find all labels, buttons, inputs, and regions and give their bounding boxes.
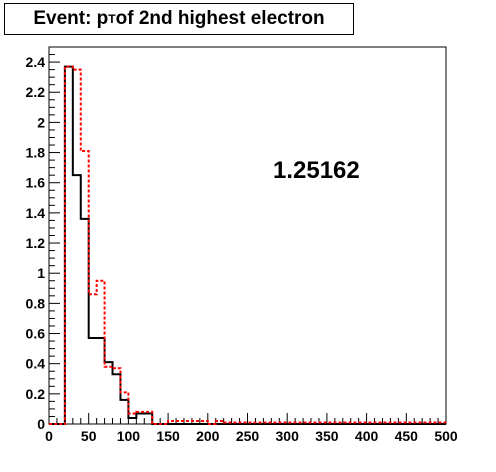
y-tick-label: 1.6 [26,175,46,191]
y-tick-label: 0 [37,416,45,432]
x-tick-label: 500 [434,428,458,444]
x-tick-label: 50 [81,428,97,444]
title-subscript: T [108,12,116,26]
x-tick-label: 300 [276,428,300,444]
y-tick-label: 0.2 [26,386,46,402]
y-tick-label: 2 [37,114,45,130]
x-tick-label: 350 [315,428,339,444]
chart-annotation: 1.25162 [273,157,360,184]
x-tick-label: 0 [45,428,53,444]
axis-ticks [48,46,447,425]
x-tick-label: 150 [156,428,180,444]
y-tick-label: 2.4 [26,54,46,70]
series-black-histogram [49,65,446,425]
y-tick-label: 1.8 [26,145,46,161]
y-tick-label: 0.4 [26,356,46,372]
series-red-histogram [49,65,446,425]
y-tick-label: 2.2 [26,84,46,100]
y-tick-label: 1.2 [26,235,46,251]
title-prefix: Event: p [33,8,109,29]
plot-frame [48,46,447,425]
tick-labels: 0 50 100 150 200 250 300 350 400 450 500 0 0.2 0.4 0.6… [26,54,458,444]
x-tick-label: 200 [196,428,220,444]
title-suffix: of 2nd highest electron [115,8,325,29]
y-tick-label: 0.6 [26,326,46,342]
x-tick-label: 250 [236,428,260,444]
y-tick-label: 1 [37,265,45,281]
x-tick-label: 450 [395,428,419,444]
y-tick-label: 0.8 [26,295,46,311]
y-tick-label: 1.4 [26,205,46,221]
x-tick-label: 100 [117,428,141,444]
x-tick-label: 400 [355,428,379,444]
series-layer [49,65,446,425]
